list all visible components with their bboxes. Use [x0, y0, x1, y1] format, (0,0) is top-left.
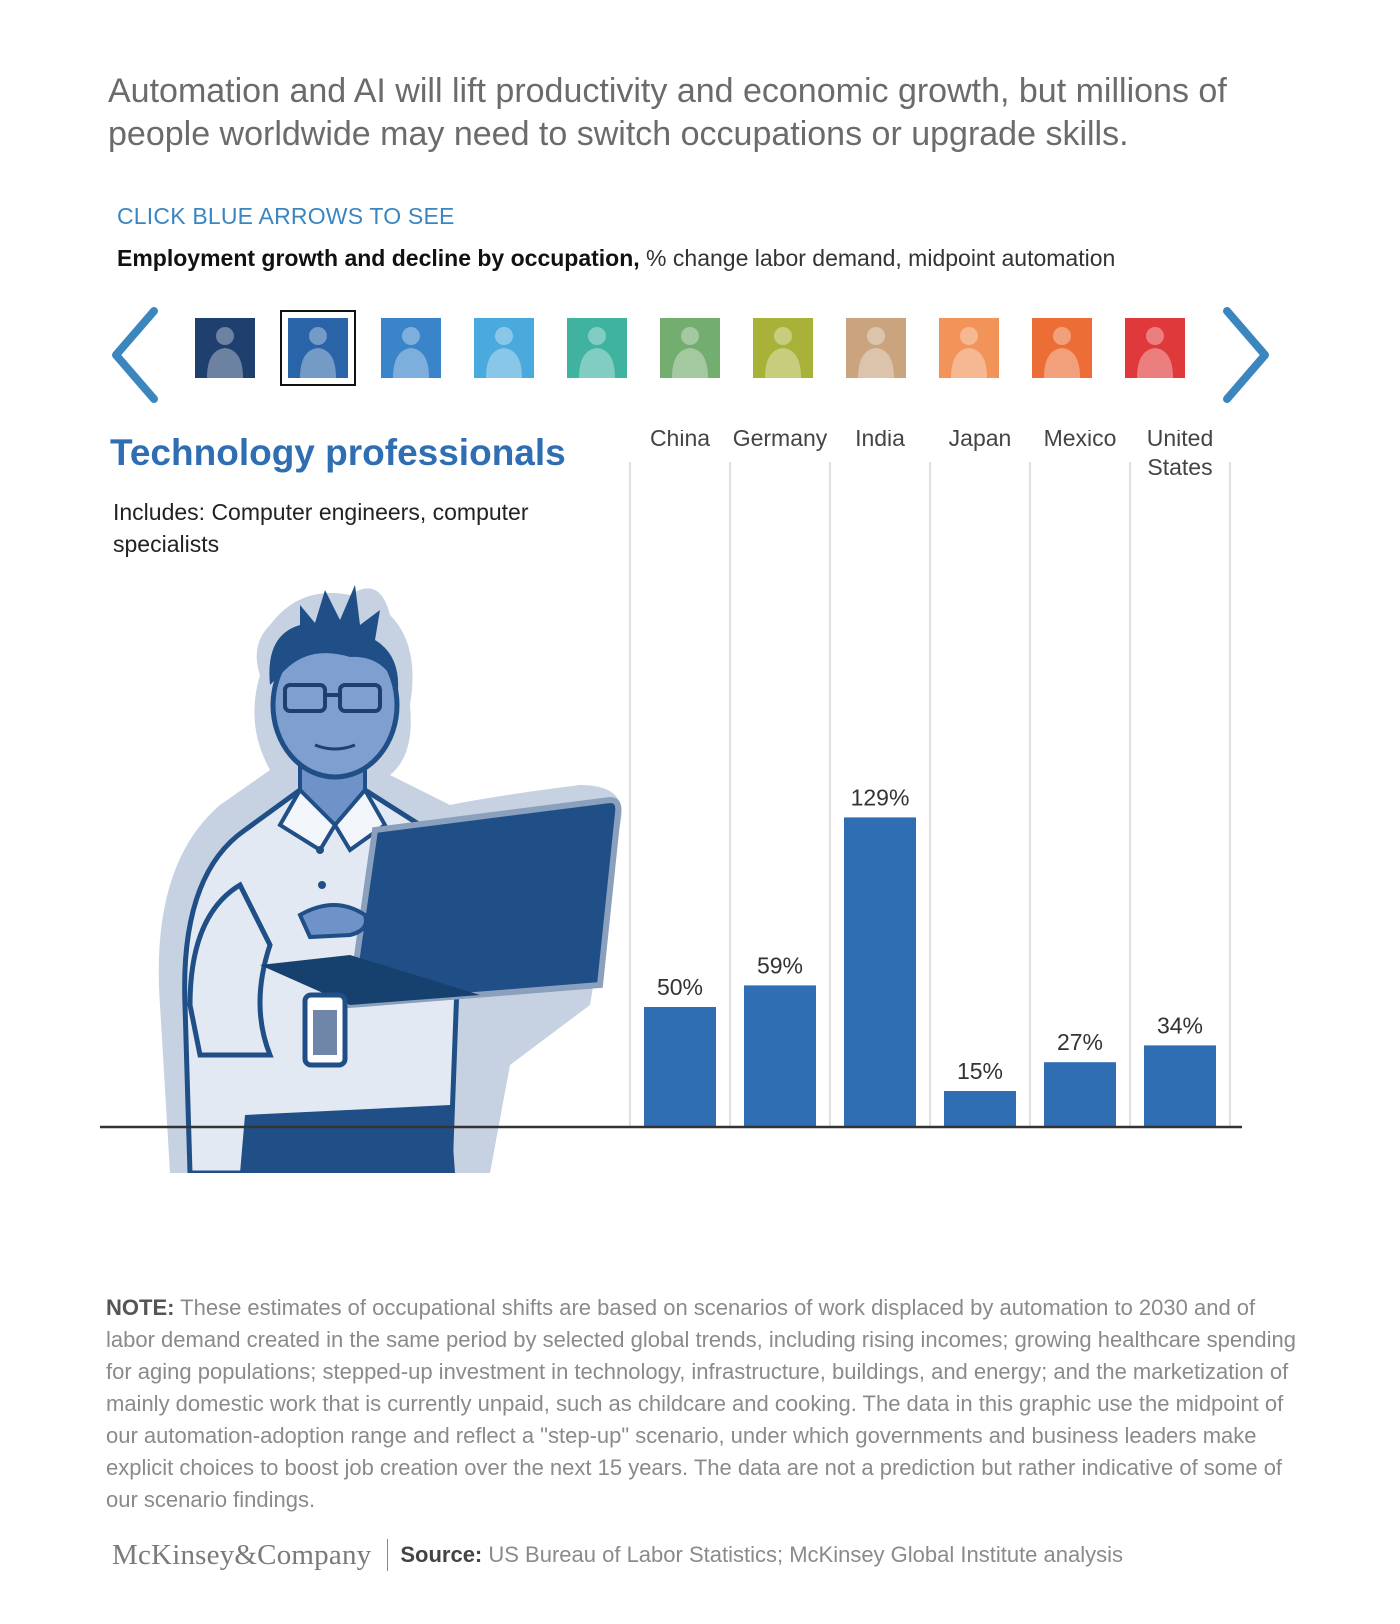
bar: [644, 1007, 716, 1127]
chart-subtitle: Employment growth and decline by occupat…: [117, 245, 1115, 272]
occupation-thumbnail[interactable]: [753, 318, 813, 378]
occupation-thumbnail[interactable]: [846, 318, 906, 378]
category-label: Mexico: [1044, 430, 1117, 451]
note-label: NOTE:: [106, 1295, 175, 1320]
bar: [1044, 1062, 1116, 1127]
person-silhouette-icon: [1044, 327, 1080, 378]
source-label: Source:: [400, 1542, 483, 1567]
occupation-thumbnail[interactable]: [567, 318, 627, 378]
next-occupation-button[interactable]: [1215, 305, 1275, 405]
occupation-thumbnail[interactable]: [195, 318, 255, 378]
value-label: 50%: [657, 974, 703, 1000]
occupation-thumbnail[interactable]: [1125, 318, 1185, 378]
occupation-thumbnail[interactable]: [474, 318, 534, 378]
note-text: These estimates of occupational shifts a…: [106, 1295, 1296, 1512]
technology-professional-illustration: [158, 585, 622, 1173]
bar: [944, 1091, 1016, 1127]
person-silhouette-icon: [858, 327, 894, 378]
value-label: 59%: [757, 952, 803, 978]
note-paragraph: NOTE: These estimates of occupational sh…: [106, 1292, 1306, 1516]
person-silhouette-icon: [579, 327, 615, 378]
person-silhouette-icon: [486, 327, 522, 378]
person-silhouette-icon: [300, 327, 336, 378]
prev-occupation-button[interactable]: [106, 305, 166, 405]
chevron-left-icon: [112, 307, 158, 403]
occupation-thumbnail[interactable]: [280, 310, 356, 386]
footer: McKinsey&Company Source: US Bureau of La…: [112, 1535, 1123, 1575]
headline: Automation and AI will lift productivity…: [108, 72, 1227, 153]
value-label: 27%: [1057, 1029, 1103, 1055]
value-label: 34%: [1157, 1012, 1203, 1038]
footer-divider: [387, 1539, 389, 1571]
category-label: China: [650, 430, 710, 451]
bar: [1144, 1045, 1216, 1127]
mckinsey-logo: McKinsey&Company: [112, 1538, 372, 1571]
occupation-title: Technology professionals: [110, 432, 566, 473]
source-text: US Bureau of Labor Statistics; McKinsey …: [482, 1542, 1124, 1567]
category-label: Japan: [949, 430, 1012, 451]
person-silhouette-icon: [951, 327, 987, 378]
category-label: United States: [1147, 430, 1213, 480]
occupation-includes: Includes: Computer engineers, computer s…: [113, 499, 529, 557]
subtitle-bold: Employment growth and decline by occupat…: [117, 245, 640, 271]
chevron-right-icon: [1223, 307, 1269, 403]
occupation-thumbnail[interactable]: [1032, 318, 1092, 378]
value-label: 15%: [957, 1058, 1003, 1084]
occupation-thumbnail[interactable]: [381, 318, 441, 378]
labor-demand-bar-chart: China 50% Germany 59% India 129% Japan 15% Mexic…: [100, 430, 1242, 1129]
value-label: 129%: [851, 784, 910, 810]
category-label: Germany: [733, 430, 828, 451]
category-label: India: [855, 430, 905, 451]
bar: [844, 817, 916, 1127]
person-silhouette-icon: [765, 327, 801, 378]
occupation-thumbnail[interactable]: [939, 318, 999, 378]
click-arrows-instruction: CLICK BLUE ARROWS TO SEE: [117, 203, 455, 229]
subtitle-rest: % change labor demand, midpoint automati…: [639, 245, 1116, 271]
occupation-thumbnail[interactable]: [660, 318, 720, 378]
source-line: Source: US Bureau of Labor Statistics; M…: [400, 1542, 1123, 1568]
person-silhouette-icon: [1137, 327, 1173, 378]
person-silhouette-icon: [207, 327, 243, 378]
bar: [744, 985, 816, 1127]
person-silhouette-icon: [672, 327, 708, 378]
person-silhouette-icon: [393, 327, 429, 378]
